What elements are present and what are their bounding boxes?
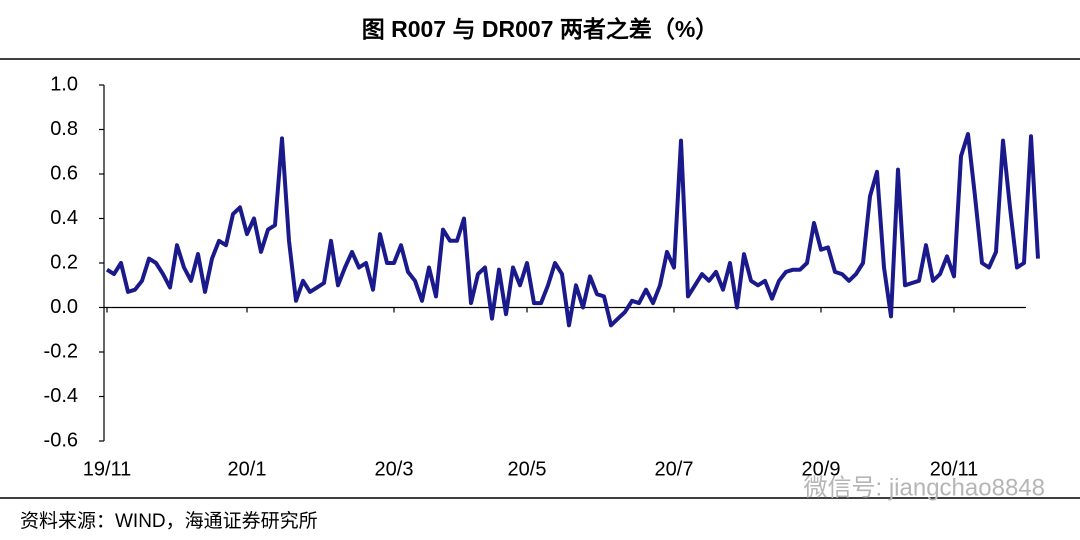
y-tick-label: 0.2 (50, 251, 78, 273)
x-tick-label: 20/3 (375, 458, 414, 480)
watermark: 微信号: jiangchao8848 (804, 474, 1045, 501)
data-line (105, 132, 1040, 328)
x-tick-label: 20/7 (655, 458, 694, 480)
y-tick-label: -0.2 (44, 340, 78, 362)
x-tick-label: 19/11 (83, 458, 132, 480)
y-tick-label: -0.4 (44, 385, 78, 407)
x-tick-label: 20/9 (802, 458, 841, 480)
y-tick-label: 1.0 (50, 73, 78, 95)
x-tick-label: 20/5 (508, 458, 547, 480)
y-tick-label: 0.4 (50, 207, 78, 229)
x-tick-label: 20/1 (228, 458, 267, 480)
y-tick-label: -0.6 (44, 429, 78, 451)
y-tick-label: 0.0 (50, 296, 78, 318)
chart-title: 图 R007 与 DR007 两者之差（%） (362, 16, 719, 42)
y-tick-label: 0.6 (50, 162, 78, 184)
y-tick-label: 0.8 (50, 118, 78, 140)
x-tick-label: 20/11 (930, 458, 979, 480)
source: 资料来源：WIND，海通证券研究所 (20, 510, 318, 532)
